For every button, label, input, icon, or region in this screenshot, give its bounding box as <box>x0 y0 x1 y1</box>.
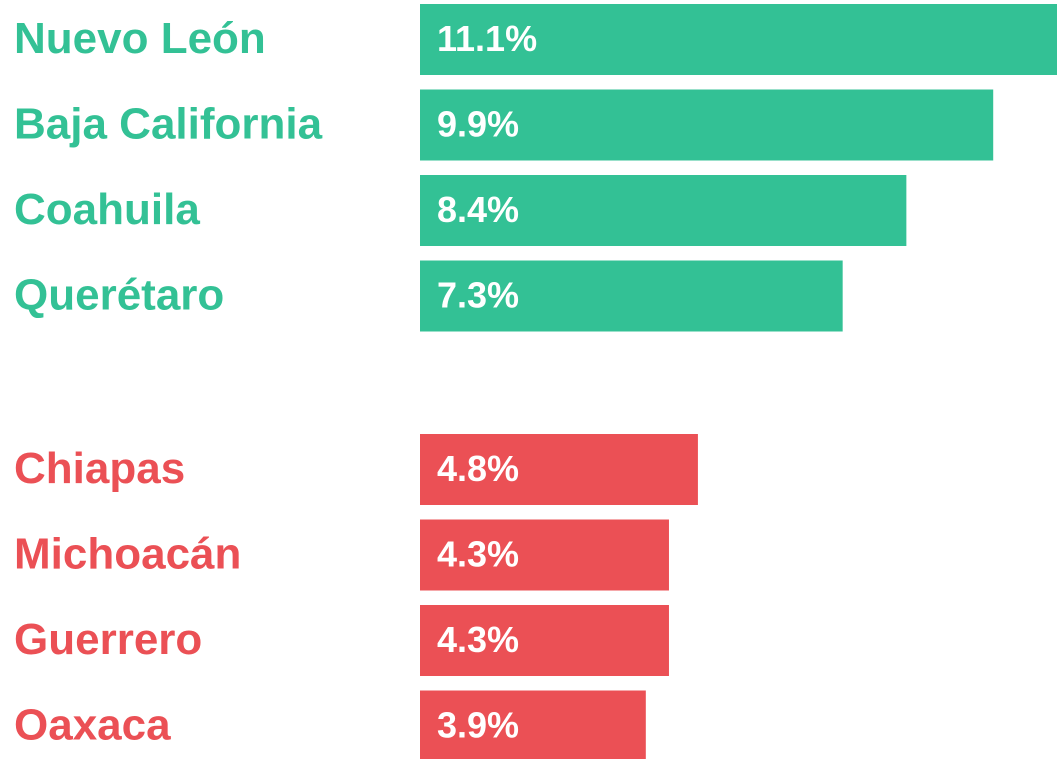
bar <box>420 605 669 676</box>
value-label: 7.3% <box>437 275 519 316</box>
category-label: Nuevo León <box>14 14 266 63</box>
bar <box>420 175 907 246</box>
bar <box>420 519 669 591</box>
value-label: 4.3% <box>437 534 519 575</box>
bar <box>420 690 646 759</box>
category-label: Coahuila <box>14 185 200 234</box>
category-label: Michoacán <box>14 530 241 579</box>
value-label: 8.4% <box>437 189 519 230</box>
category-label: Chiapas <box>14 444 185 493</box>
value-label: 11.1% <box>437 18 537 59</box>
bar <box>420 434 698 505</box>
value-label: 9.9% <box>437 104 519 145</box>
category-label: Guerrero <box>14 615 202 664</box>
category-label: Oaxaca <box>14 701 171 750</box>
category-label: Baja California <box>14 100 323 149</box>
value-label: 3.9% <box>437 705 519 746</box>
value-label: 4.8% <box>437 448 519 489</box>
bar <box>420 4 1057 75</box>
bar <box>420 89 994 161</box>
bar <box>420 260 843 332</box>
category-label: Querétaro <box>14 271 224 320</box>
value-label: 4.3% <box>437 619 519 660</box>
